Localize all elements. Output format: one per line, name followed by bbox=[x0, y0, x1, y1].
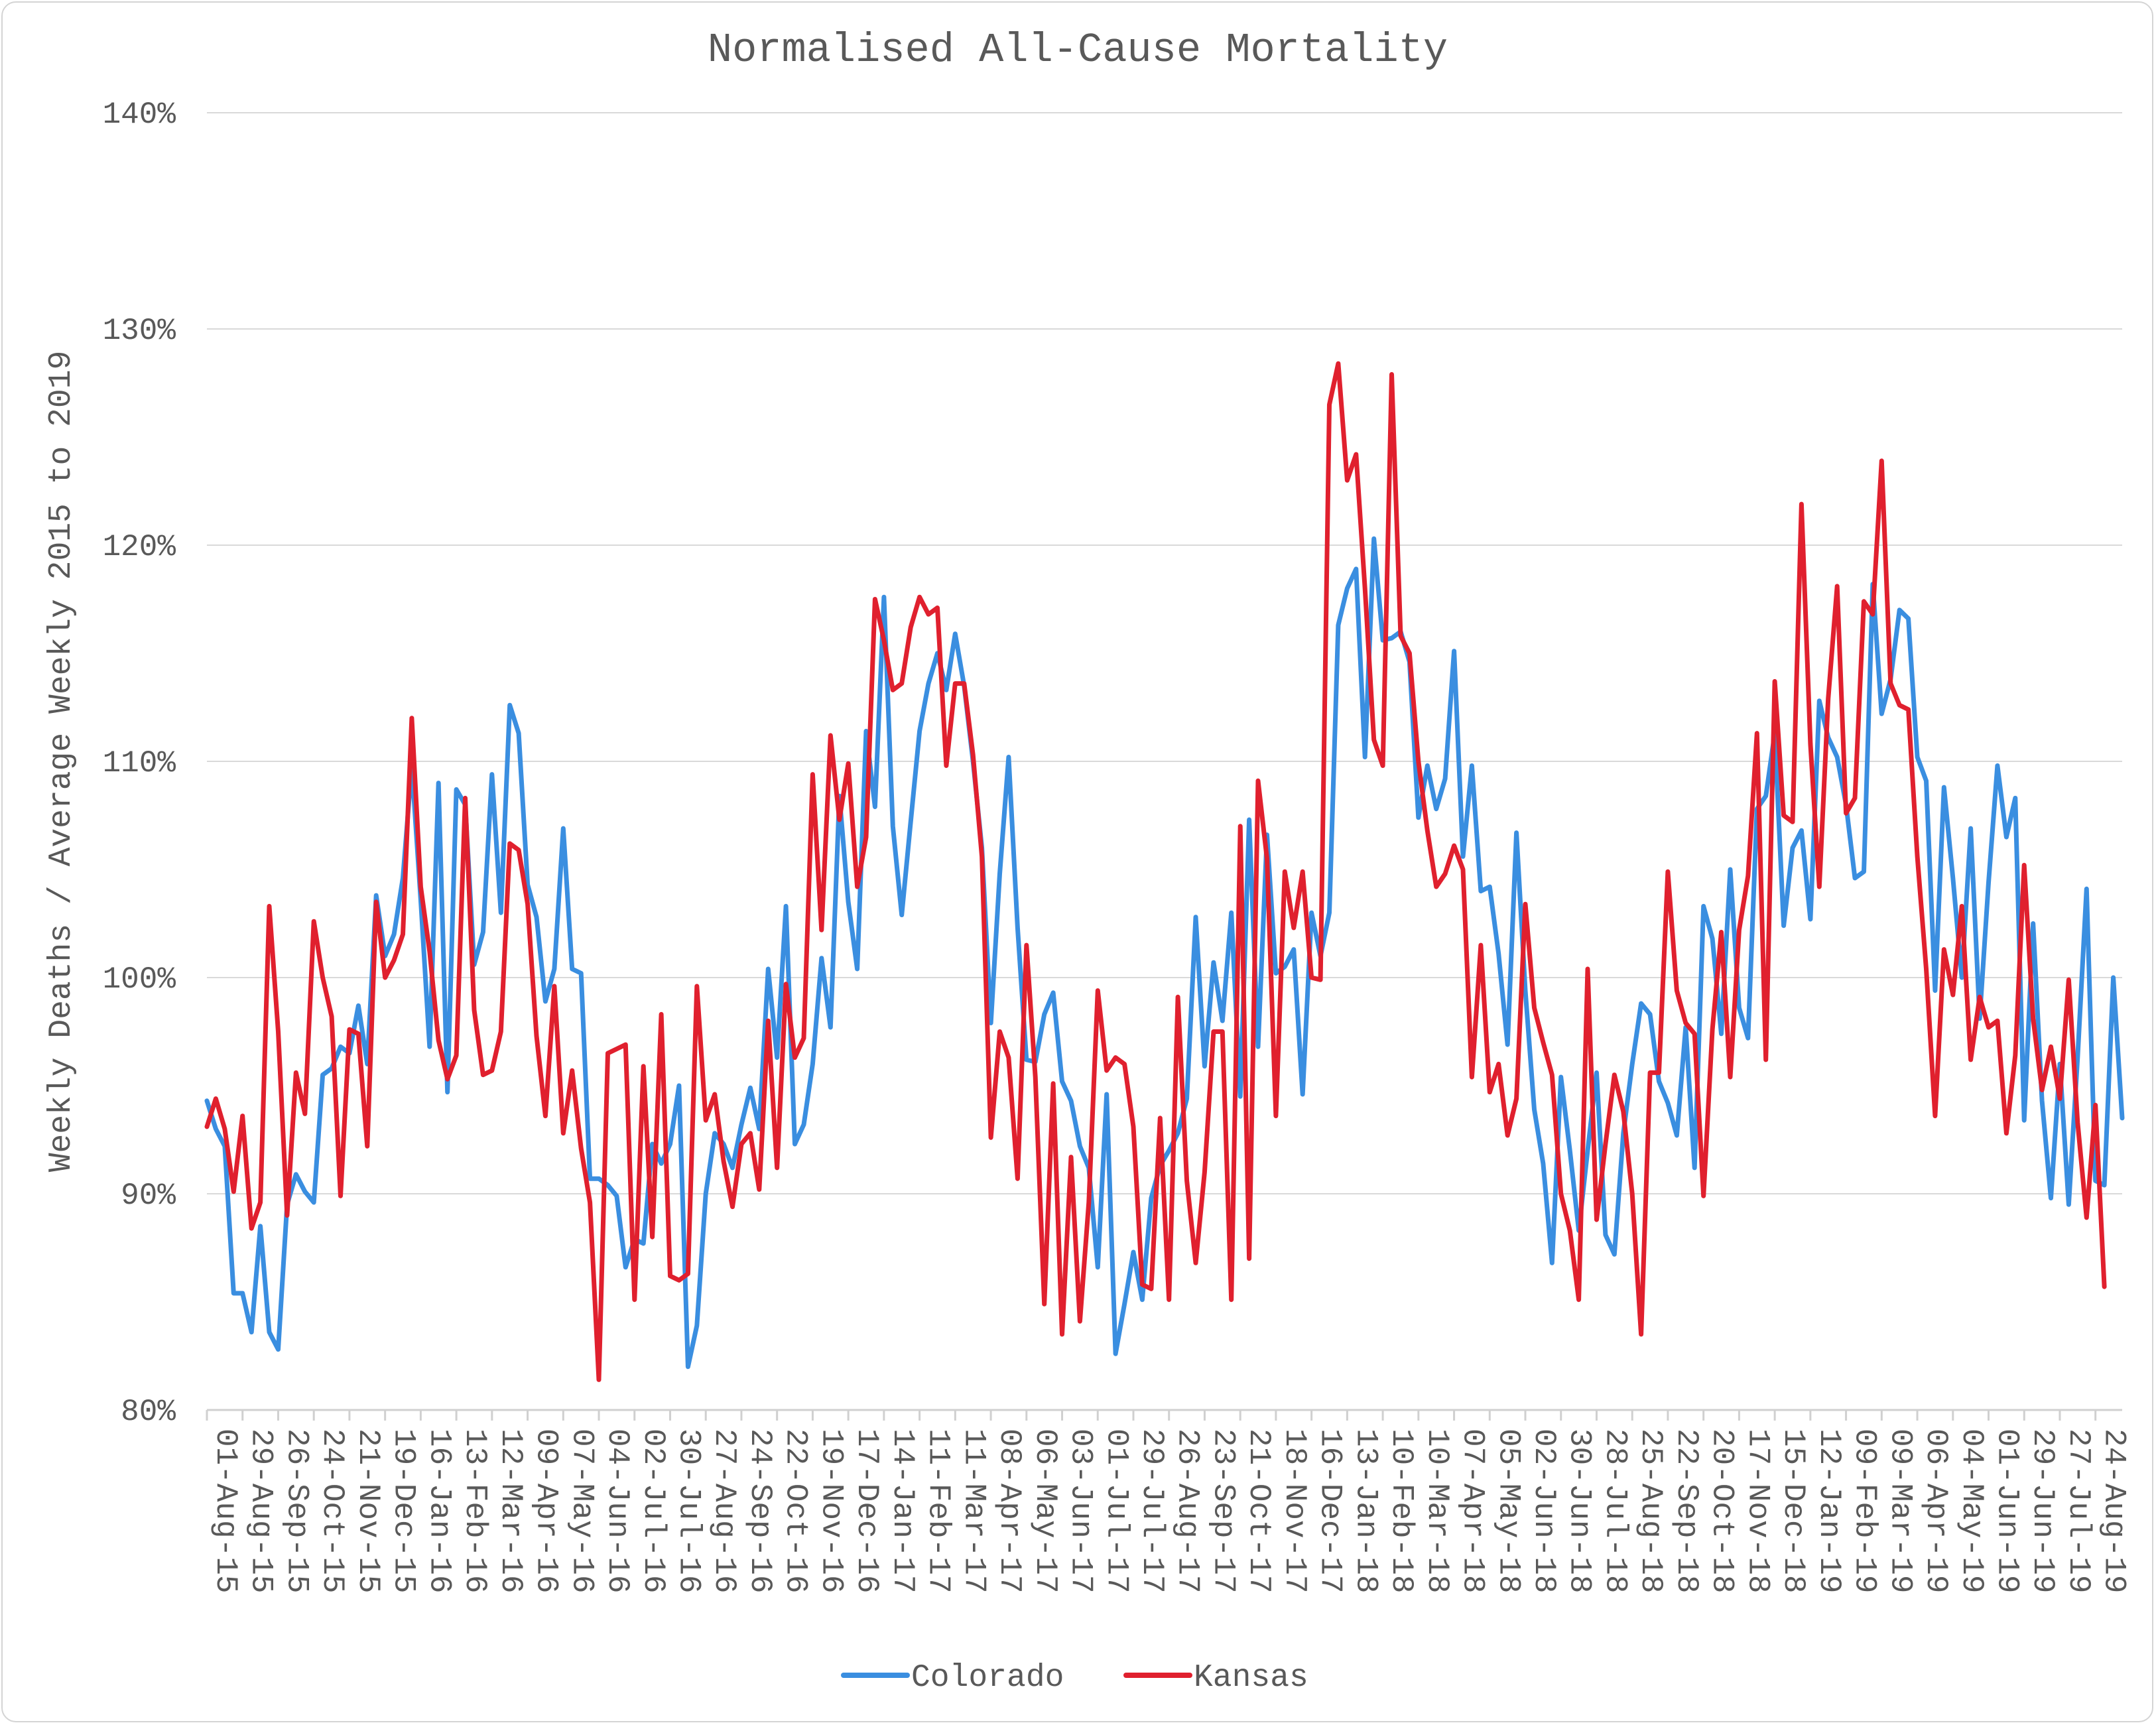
x-tick-label: 26-Aug-17 bbox=[1171, 1429, 1205, 1593]
x-tick-label: 22-Oct-16 bbox=[779, 1429, 813, 1593]
y-axis-title: Weekly Deaths / Average Weekly 2015 to 2… bbox=[44, 351, 80, 1173]
x-axis bbox=[206, 1409, 2122, 1421]
x-tick-label: 07-May-16 bbox=[564, 1429, 599, 1593]
x-tick-label: 29-Aug-15 bbox=[244, 1429, 279, 1593]
x-tick-label: 08-Apr-17 bbox=[992, 1429, 1027, 1593]
y-tick-label: 80% bbox=[121, 1395, 176, 1429]
x-tick-label: 16-Dec-17 bbox=[1313, 1429, 1348, 1593]
x-tick-label: 27-Jul-19 bbox=[2061, 1429, 2096, 1593]
x-tick-label: 15-Dec-18 bbox=[1776, 1429, 1810, 1593]
x-tick-label: 03-Jun-17 bbox=[1064, 1429, 1098, 1593]
y-tick-label: 100% bbox=[103, 962, 176, 997]
y-tick-label: 110% bbox=[103, 746, 176, 781]
x-tick-label: 04-Jun-16 bbox=[600, 1429, 635, 1593]
x-tick-label: 22-Sep-18 bbox=[1669, 1429, 1704, 1593]
x-tick-label: 07-Apr-18 bbox=[1456, 1429, 1490, 1593]
x-tick-label: 05-May-18 bbox=[1491, 1429, 1525, 1593]
x-tick-label: 10-Mar-18 bbox=[1420, 1429, 1454, 1593]
gridlines bbox=[207, 112, 2122, 1194]
x-tick-label: 12-Jan-19 bbox=[1812, 1429, 1846, 1593]
x-tick-label: 06-Apr-19 bbox=[1919, 1429, 1953, 1593]
series-line-kansas bbox=[204, 361, 2107, 1382]
chart-title: Normalised All-Cause Mortality bbox=[708, 27, 1448, 74]
x-tick-label: 01-Aug-15 bbox=[208, 1429, 243, 1593]
legend-label-kansas: Kansas bbox=[1194, 1660, 1308, 1696]
y-tick-label: 140% bbox=[103, 97, 176, 132]
y-tick-label: 90% bbox=[121, 1179, 176, 1213]
legend-label-colorado: Colorado bbox=[911, 1660, 1064, 1696]
x-tick-label: 25-Aug-18 bbox=[1633, 1429, 1668, 1593]
x-tick-label: 10-Feb-18 bbox=[1384, 1429, 1419, 1593]
y-tick-label: 120% bbox=[103, 530, 176, 564]
x-tick-label: 16-Jan-16 bbox=[422, 1429, 456, 1593]
x-tick-label: 09-Mar-19 bbox=[1883, 1429, 1917, 1593]
x-tick-label: 29-Jul-17 bbox=[1135, 1429, 1169, 1593]
x-tick-label: 11-Mar-17 bbox=[956, 1429, 991, 1593]
x-tick-label: 17-Nov-18 bbox=[1740, 1429, 1775, 1593]
x-tick-label: 09-Apr-16 bbox=[529, 1429, 564, 1593]
x-tick-label: 24-Oct-15 bbox=[315, 1429, 349, 1593]
x-tick-label: 28-Jul-18 bbox=[1598, 1429, 1632, 1593]
x-tick-label: 13-Feb-16 bbox=[458, 1429, 492, 1593]
x-tick-label: 24-Sep-16 bbox=[743, 1429, 777, 1593]
y-tick-label: 130% bbox=[103, 314, 176, 348]
x-tick-label: 19-Nov-16 bbox=[814, 1429, 848, 1593]
x-tick-label: 02-Jul-16 bbox=[636, 1429, 670, 1593]
series-lines bbox=[204, 361, 2125, 1382]
x-tick-label: 19-Dec-15 bbox=[387, 1429, 421, 1593]
x-tick-label: 12-Mar-16 bbox=[493, 1429, 528, 1593]
x-tick-label: 20-Oct-18 bbox=[1705, 1429, 1740, 1593]
x-axis-ticks: 01-Aug-15 29-Aug-15 26-Sep-15 24-Oct-15 21-N… bbox=[208, 1429, 2131, 1593]
x-tick-label: 29-Jun-19 bbox=[2025, 1429, 2060, 1593]
x-tick-label: 30-Jul-16 bbox=[671, 1429, 706, 1593]
x-tick-label: 24-Aug-19 bbox=[2097, 1429, 2131, 1593]
x-tick-label: 18-Nov-17 bbox=[1277, 1429, 1312, 1593]
x-tick-label: 27-Aug-16 bbox=[707, 1429, 741, 1593]
x-tick-label: 26-Sep-15 bbox=[279, 1429, 314, 1593]
x-tick-label: 01-Jun-19 bbox=[1990, 1429, 2025, 1593]
x-tick-label: 04-May-19 bbox=[1954, 1429, 1989, 1593]
x-tick-label: 09-Feb-19 bbox=[1848, 1429, 1882, 1593]
x-tick-label: 23-Sep-17 bbox=[1206, 1429, 1240, 1593]
x-tick-label: 21-Nov-15 bbox=[351, 1429, 385, 1593]
x-tick-label: 17-Dec-16 bbox=[850, 1429, 884, 1593]
x-tick-label: 02-Jun-18 bbox=[1527, 1429, 1561, 1593]
y-axis-ticks: 80% 90% 100% 110% 120% 130% 140% bbox=[103, 97, 176, 1429]
x-tick-label: 11-Feb-17 bbox=[921, 1429, 956, 1593]
x-tick-label: 14-Jan-17 bbox=[885, 1429, 920, 1593]
x-tick-label: 06-May-17 bbox=[1028, 1429, 1062, 1593]
x-tick-label: 01-Jul-17 bbox=[1099, 1429, 1133, 1593]
x-tick-label: 13-Jan-18 bbox=[1348, 1429, 1383, 1593]
x-tick-label: 30-Jun-18 bbox=[1562, 1429, 1597, 1593]
legend: Colorado Kansas bbox=[841, 1660, 1308, 1696]
series-line-colorado bbox=[204, 536, 2125, 1370]
x-tick-label: 21-Oct-17 bbox=[1241, 1429, 1276, 1593]
